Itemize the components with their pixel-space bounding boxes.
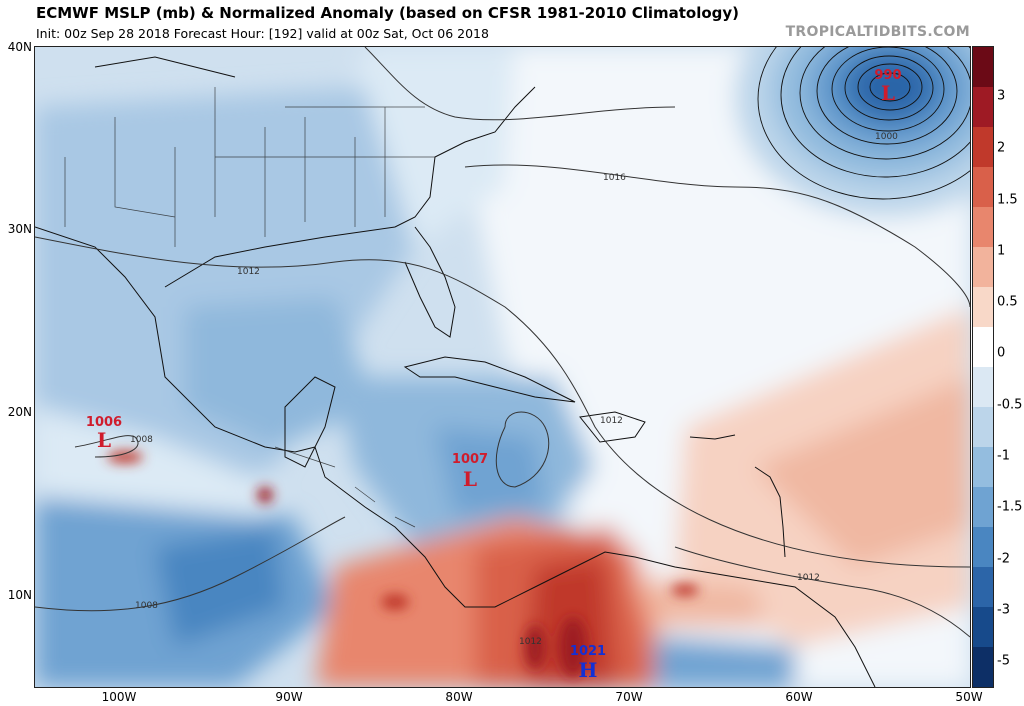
colorbar-swatch xyxy=(973,607,993,647)
colorbar-label: -3 xyxy=(997,602,1010,618)
colorbar-swatch xyxy=(973,487,993,527)
isobar-label: 1016 xyxy=(603,173,626,183)
colorbar-swatch xyxy=(973,167,993,207)
pressure-value: 990 xyxy=(874,68,901,83)
pressure-systems: 990 L 1006 L 1007 L 1021 H xyxy=(86,68,902,682)
colorbar-swatch xyxy=(973,567,993,607)
lat-label: 20N xyxy=(7,405,32,419)
colorbar-label: -0.5 xyxy=(997,397,1023,413)
low-marker-caribbean: 1007 L xyxy=(452,452,488,491)
low-letter: L xyxy=(881,81,895,105)
colorbar-label: -1.5 xyxy=(997,499,1023,515)
mslp-anomaly-map: 1016 1012 1008 1012 1008 1000 1012 1012 … xyxy=(34,46,971,688)
isobar-label: 1008 xyxy=(135,601,158,611)
pressure-value: 1007 xyxy=(452,452,488,467)
lon-label: 80W xyxy=(445,690,473,704)
lon-label: 50W xyxy=(955,690,983,704)
colorbar-swatch xyxy=(973,207,993,247)
lat-label: 40N xyxy=(7,40,32,54)
lon-label: 100W xyxy=(101,690,137,704)
low-marker-northeast: 990 L xyxy=(874,68,901,105)
colorbar-label: -5 xyxy=(997,653,1010,669)
colorbar-swatch xyxy=(973,527,993,567)
map-title: ECMWF MSLP (mb) & Normalized Anomaly (ba… xyxy=(36,4,740,22)
colorbar-swatch xyxy=(973,447,993,487)
colorbar-swatch xyxy=(973,287,993,327)
colorbar-swatch xyxy=(973,87,993,127)
colorbar-swatch xyxy=(973,647,993,687)
lon-label: 90W xyxy=(275,690,303,704)
colorbar-label: -1 xyxy=(997,448,1010,464)
isobar-label: 1008 xyxy=(130,435,153,445)
map-canvas: 1016 1012 1008 1012 1008 1000 1012 1012 … xyxy=(35,47,970,687)
colorbar-label: 0 xyxy=(997,345,1006,361)
pressure-value: 1006 xyxy=(86,415,122,430)
site-credit: TROPICALTIDBITS.COM xyxy=(785,24,970,40)
colorbar-label: 3 xyxy=(997,88,1006,104)
colorbar-label: 1 xyxy=(997,243,1006,259)
isobar-label: 1000 xyxy=(875,132,898,142)
low-marker-mexico: 1006 L xyxy=(86,415,122,452)
isobar-label: 1012 xyxy=(237,267,260,277)
lon-label: 70W xyxy=(615,690,643,704)
low-letter: L xyxy=(97,428,111,452)
colorbar-label: 0.5 xyxy=(997,294,1018,310)
isobar-label: 1012 xyxy=(519,637,542,647)
high-marker-colombia: 1021 H xyxy=(570,644,606,682)
lat-label: 10N xyxy=(7,588,32,602)
colorbar-label: -2 xyxy=(997,551,1010,567)
pressure-value: 1021 xyxy=(570,644,606,659)
colorbar-swatch xyxy=(973,407,993,447)
colorbar-swatch xyxy=(973,327,993,367)
anomaly-colorbar xyxy=(972,46,994,688)
colorbar-swatch xyxy=(973,247,993,287)
low-letter: L xyxy=(463,467,477,491)
map-subtitle: Init: 00z Sep 28 2018 Forecast Hour: [19… xyxy=(36,26,489,41)
colorbar-label: 2 xyxy=(997,140,1006,156)
colorbar-swatch xyxy=(973,47,993,87)
colorbar-swatch xyxy=(973,127,993,167)
high-letter: H xyxy=(579,658,598,682)
isobars xyxy=(35,47,970,638)
low-pressure-isobars xyxy=(757,47,970,200)
colorbar-swatch xyxy=(973,367,993,407)
lon-label: 60W xyxy=(785,690,813,704)
isobar-label: 1012 xyxy=(797,573,820,583)
lat-label: 30N xyxy=(7,222,32,236)
isobar-label: 1012 xyxy=(600,416,623,426)
colorbar-label: 1.5 xyxy=(997,192,1018,208)
